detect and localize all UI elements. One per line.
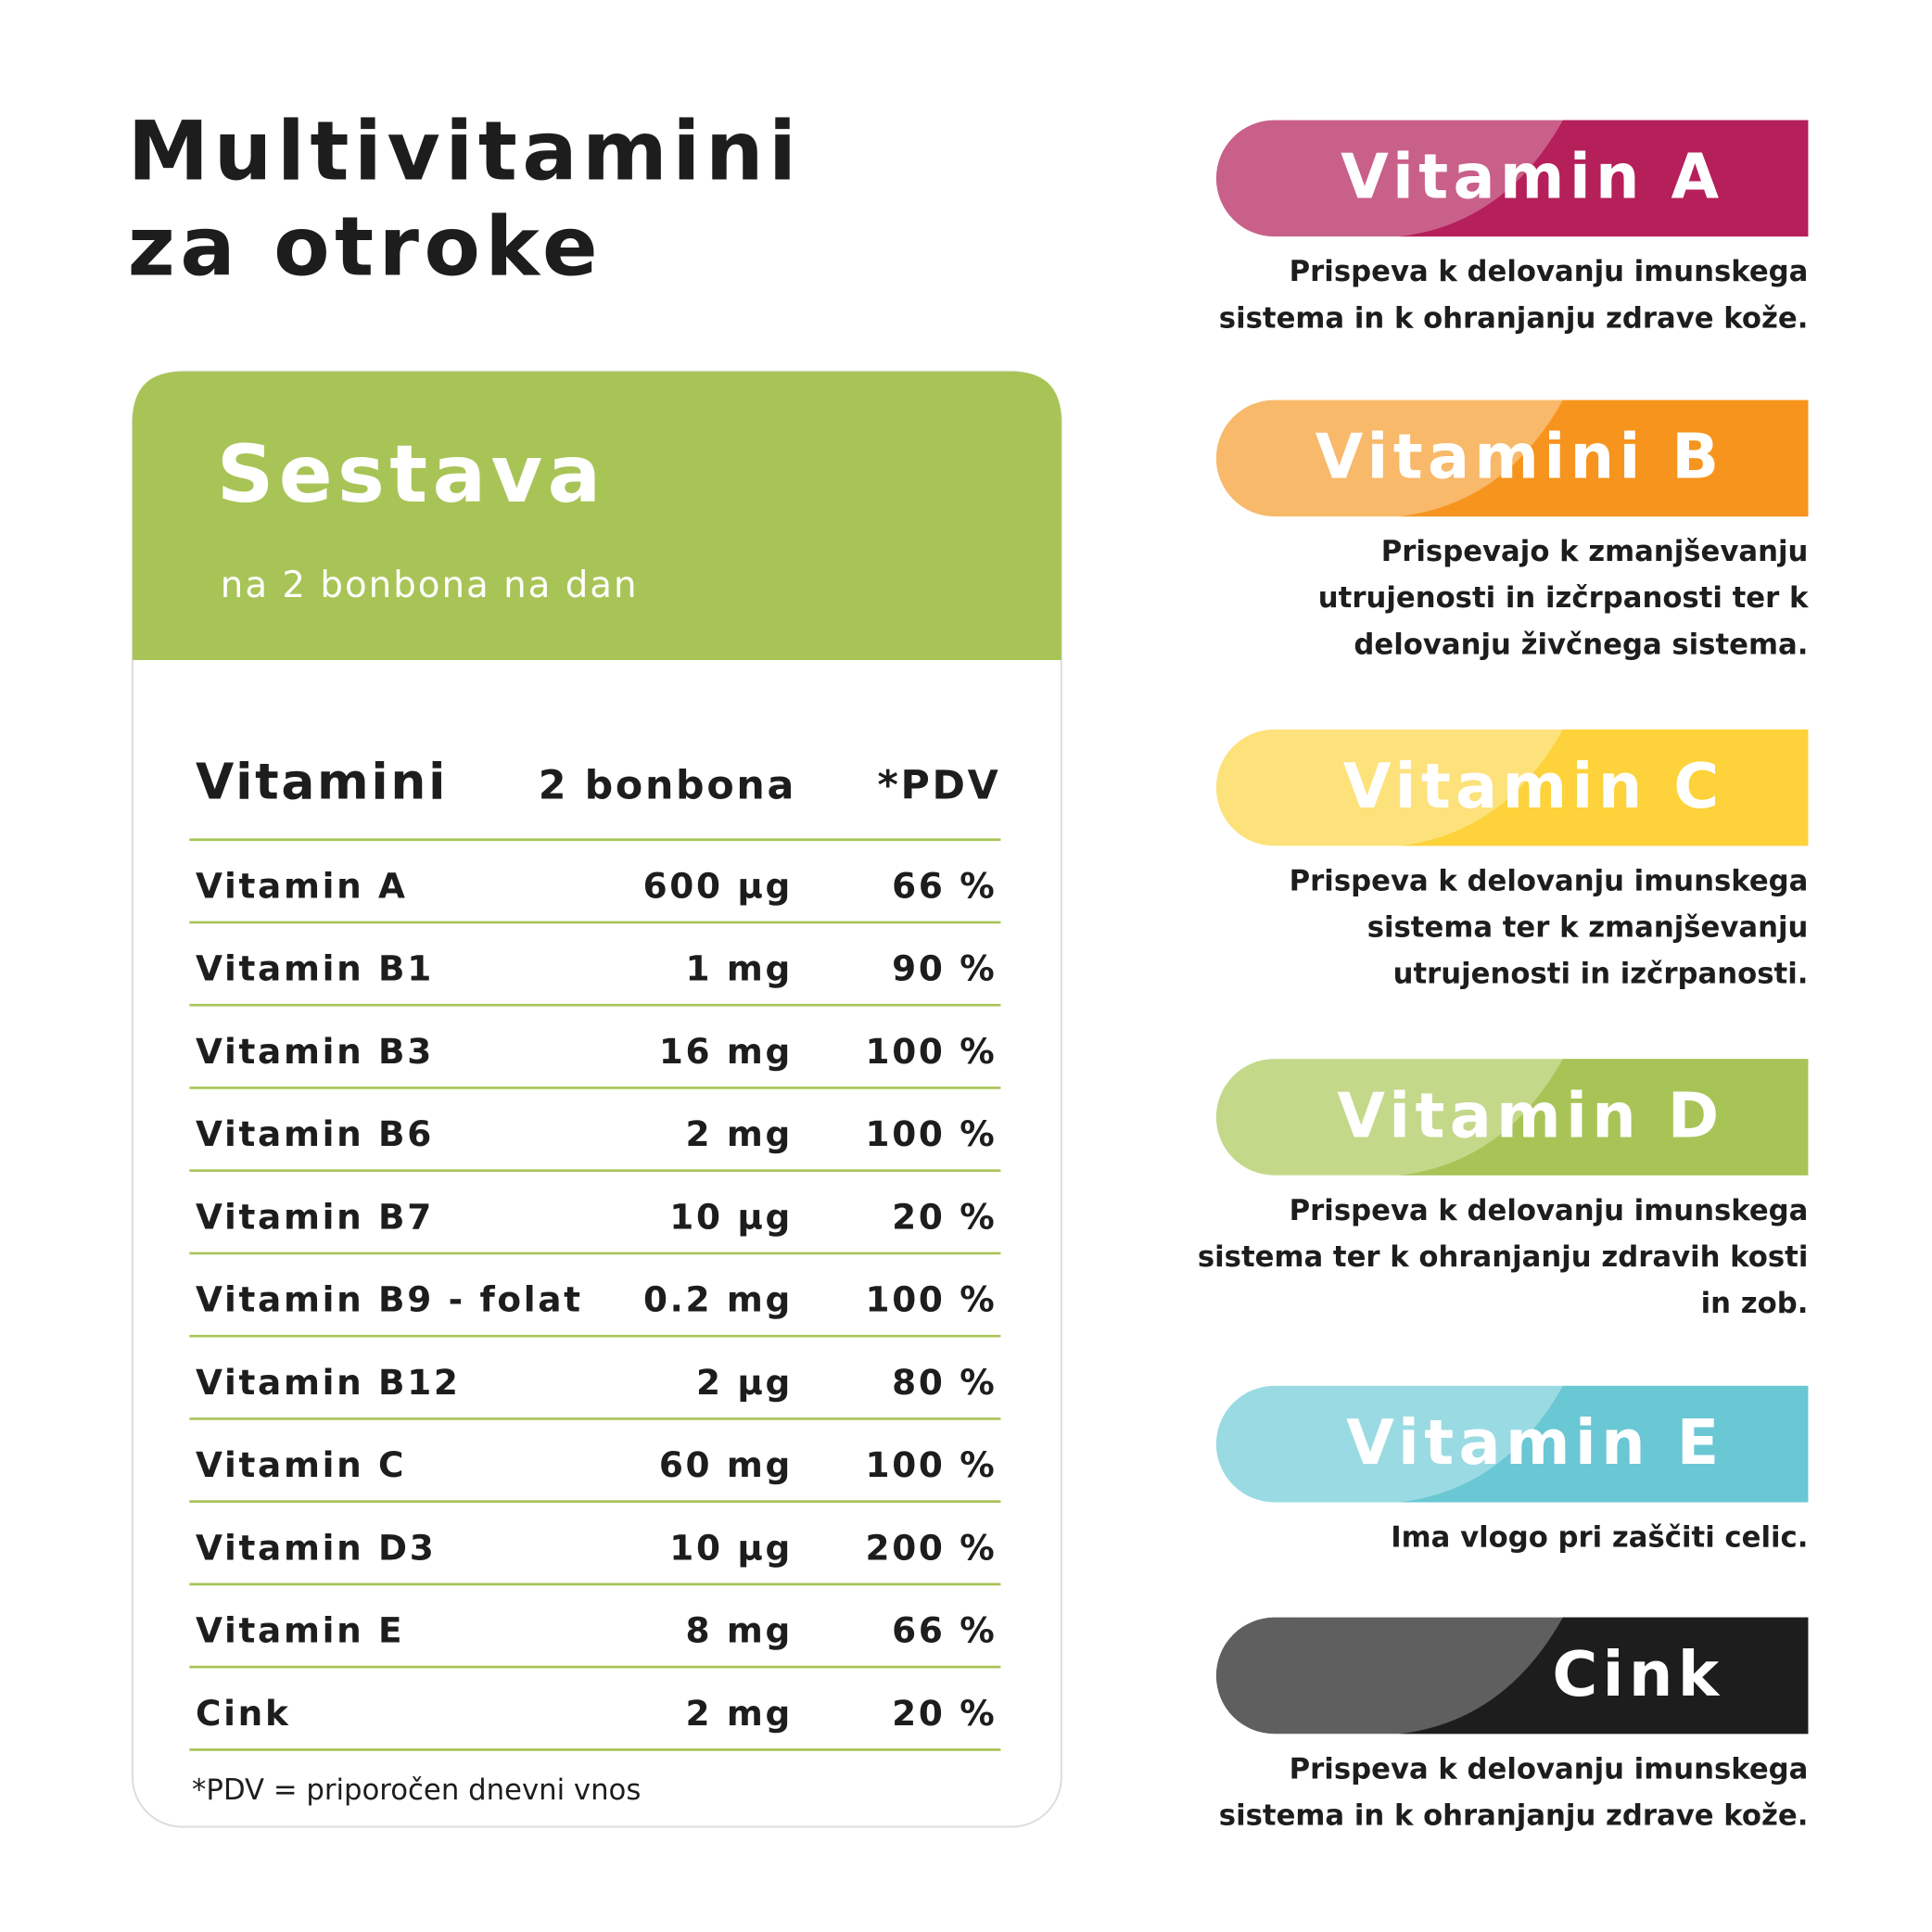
pill-label: Vitamin D bbox=[1337, 1079, 1723, 1151]
table-cell: Vitamin B6 bbox=[196, 1113, 434, 1154]
table-cell: Vitamin B7 bbox=[196, 1196, 434, 1237]
table-cell: 100 % bbox=[866, 1444, 998, 1485]
table-cell: 90 % bbox=[892, 948, 997, 989]
card-subtitle: na 2 bonbona na dan bbox=[221, 565, 639, 606]
table-cell: 100 % bbox=[866, 1279, 998, 1320]
table-cell: Vitamin E bbox=[196, 1610, 404, 1651]
benefit-text: Prispeva k delovanju imunskega bbox=[1290, 865, 1809, 898]
table-cell: 2 mg bbox=[686, 1693, 793, 1734]
benefit-text: utrujenosti in izčrpanosti ter k bbox=[1318, 581, 1810, 615]
pill-accent bbox=[1399, 1617, 1809, 1735]
card-title: Sestava bbox=[217, 429, 606, 521]
benefit-text: sistema in k ohranjanju zdrave kože. bbox=[1219, 1799, 1809, 1832]
table-cell: 10 µg bbox=[669, 1196, 793, 1237]
table-cell: Vitamin B3 bbox=[196, 1031, 434, 1072]
column-header: *PDV bbox=[877, 763, 1000, 809]
table-cell: 8 mg bbox=[686, 1610, 793, 1651]
pill-label: Vitamin A bbox=[1341, 141, 1723, 213]
table-cell: 60 mg bbox=[659, 1444, 793, 1485]
footnote: *PDV = priporočen dnevni vnos bbox=[192, 1773, 641, 1807]
table-cell: Vitamin A bbox=[196, 866, 408, 907]
table-cell: 16 mg bbox=[659, 1031, 793, 1072]
benefit-text: sistema in k ohranjanju zdrave kože. bbox=[1219, 301, 1809, 335]
pill-label: Vitamin E bbox=[1346, 1406, 1723, 1479]
table-cell: Vitamin C bbox=[196, 1444, 406, 1485]
page-title: za otroke bbox=[128, 199, 603, 295]
table-cell: 1 mg bbox=[686, 948, 793, 989]
column-header: Vitamini bbox=[196, 753, 448, 811]
table-cell: Vitamin B1 bbox=[196, 948, 434, 989]
pill-accent bbox=[1399, 400, 1809, 517]
pill-label: Cink bbox=[1552, 1638, 1723, 1710]
table-cell: 66 % bbox=[892, 1610, 997, 1651]
table-cell: 100 % bbox=[866, 1113, 998, 1154]
pill-accent bbox=[1399, 1059, 1809, 1176]
pill-accent bbox=[1399, 729, 1809, 846]
column-header: 2 bonbona bbox=[539, 763, 796, 809]
table-cell: Vitamin D3 bbox=[196, 1527, 436, 1568]
benefit-text: Prispeva k delovanju imunskega bbox=[1290, 1194, 1809, 1227]
benefit-text: in zob. bbox=[1701, 1287, 1809, 1320]
benefit-text: Ima vlogo pri zaščiti celic. bbox=[1391, 1521, 1808, 1555]
benefit-text: Prispeva k delovanju imunskega bbox=[1290, 255, 1809, 288]
benefit-text: utrujenosti in izčrpanosti. bbox=[1393, 958, 1809, 991]
table-cell: 10 µg bbox=[669, 1527, 793, 1568]
table-cell: 600 µg bbox=[643, 866, 793, 907]
table-cell: 2 µg bbox=[696, 1362, 793, 1403]
card-header bbox=[132, 371, 1061, 661]
benefit-text: sistema ter k zmanjševanju bbox=[1367, 911, 1809, 945]
table-cell: Vitamin B12 bbox=[196, 1362, 461, 1403]
table-cell: 66 % bbox=[892, 866, 997, 907]
page-title: Multivitamini bbox=[128, 104, 802, 199]
benefit-text: delovanju živčnega sistema. bbox=[1354, 628, 1808, 661]
table-cell: 200 % bbox=[866, 1527, 998, 1568]
pill-label: Vitamin C bbox=[1343, 750, 1724, 822]
pill-accent bbox=[1399, 1385, 1809, 1503]
table-cell: 20 % bbox=[892, 1693, 997, 1734]
pill-label: Vitamini B bbox=[1316, 421, 1724, 493]
table-cell: Cink bbox=[196, 1693, 290, 1734]
pill-accent bbox=[1399, 120, 1809, 237]
benefit-text: Prispeva k delovanju imunskega bbox=[1290, 1752, 1809, 1786]
table-cell: 100 % bbox=[866, 1031, 998, 1072]
table-cell: Vitamin B9 - folat bbox=[196, 1279, 583, 1320]
benefit-text: sistema ter k ohranjanju zdravih kosti bbox=[1198, 1240, 1809, 1274]
table-cell: 2 mg bbox=[686, 1113, 793, 1154]
table-cell: 80 % bbox=[892, 1362, 997, 1403]
table-cell: 20 % bbox=[892, 1196, 997, 1237]
table-cell: 0.2 mg bbox=[643, 1279, 793, 1320]
benefit-text: Prispevajo k zmanjševanju bbox=[1381, 535, 1809, 568]
